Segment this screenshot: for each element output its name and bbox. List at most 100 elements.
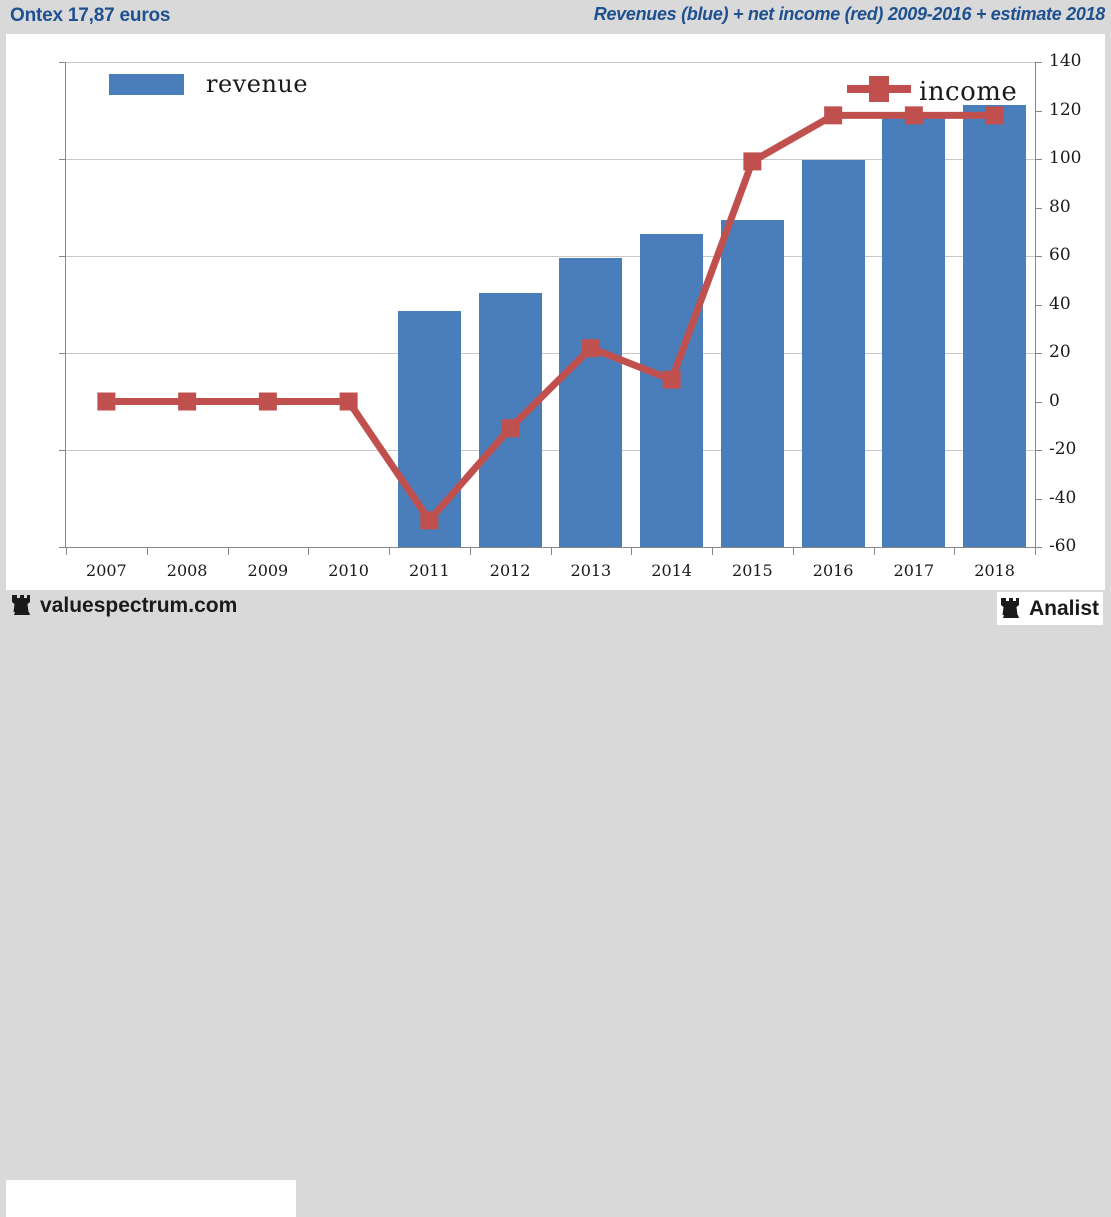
x-axis-tick (308, 547, 310, 555)
x-axis-label: 2007 (86, 561, 127, 580)
brand-analist[interactable]: Analist (996, 592, 1103, 625)
income-marker[interactable] (501, 419, 520, 438)
bar-revenue[interactable] (882, 114, 946, 547)
income-marker[interactable] (420, 511, 439, 530)
y-axis-tick-right (1035, 450, 1042, 451)
gridline (66, 256, 1035, 257)
x-axis-label: 2008 (166, 561, 208, 580)
y-axis-tick-left (59, 547, 66, 548)
y-axis-label-right: 100 (1049, 148, 1082, 168)
income-marker[interactable] (743, 152, 762, 171)
x-axis-label: 2017 (893, 561, 935, 580)
page-title: Ontex 17,87 euros (10, 5, 171, 26)
y-axis-label-right: 0 (1049, 390, 1060, 411)
rook-icon (999, 595, 1023, 623)
x-axis-tick (631, 547, 633, 555)
y-axis-tick-right (1035, 498, 1042, 500)
legend-revenue-label: revenue (206, 70, 309, 98)
x-axis-tick (873, 547, 875, 555)
income-marker[interactable] (339, 392, 358, 411)
y-axis-tick-left (59, 256, 66, 257)
brand-right-label: Analist (1028, 596, 1099, 620)
y-axis-tick-right (1035, 62, 1042, 63)
x-axis-label: 2009 (247, 561, 289, 580)
income-marker[interactable] (985, 106, 1004, 125)
x-axis-label: 2012 (489, 561, 531, 580)
x-axis-label: 2010 (328, 561, 369, 580)
gridline (66, 353, 1035, 354)
income-line-layer (97, 106, 1004, 530)
brand-left-label: valuespectrum.com (40, 594, 238, 617)
x-axis-label: 2015 (732, 561, 773, 580)
x-axis-label: 2018 (974, 561, 1015, 580)
y-axis-tick-right (1035, 159, 1042, 160)
bar-revenue[interactable] (640, 233, 704, 547)
y-axis-label-right: 20 (1049, 342, 1071, 362)
y-axis-tick-right (1035, 256, 1042, 257)
plus-marker-icon (847, 72, 911, 111)
chart-subtitle: Revenues (blue) + net income (red) 2009-… (593, 4, 1106, 24)
x-axis-tick (146, 547, 148, 555)
x-axis-tick (550, 547, 552, 555)
y-axis-tick-left (59, 62, 66, 63)
income-marker[interactable] (662, 370, 681, 389)
gridline (66, 159, 1035, 160)
rook-icon (10, 592, 34, 620)
x-axis-tick (469, 547, 471, 555)
income-line (106, 111, 995, 527)
income-marker[interactable] (581, 339, 600, 358)
y-axis-label-right: -40 (1049, 487, 1077, 508)
footer-bar: valuespectrum.com Analist (0, 590, 1111, 1217)
y-axis-tick-right (1035, 401, 1042, 403)
footer-white-strip (6, 1180, 296, 1217)
brand-valuespectrum[interactable]: valuespectrum.com (10, 592, 237, 620)
x-axis-label: 2016 (812, 561, 854, 580)
header-bar: Ontex 17,87 euros Revenues (blue) + net … (0, 0, 1111, 34)
x-axis-tick (227, 547, 229, 555)
x-axis-label: 2013 (570, 561, 612, 580)
income-marker[interactable] (824, 106, 843, 125)
bar-revenue[interactable] (720, 220, 784, 547)
bar-revenue[interactable] (801, 159, 865, 547)
y-axis-tick-right (1035, 353, 1042, 354)
x-axis-label: 2014 (651, 561, 692, 580)
plot-area: 05001000150020002500-60-40-2002040608010… (59, 51, 1081, 580)
y-axis-left (65, 62, 66, 547)
gridline (66, 450, 1035, 451)
legend-swatch-icon (109, 73, 184, 95)
y-axis-tick-left (59, 353, 66, 354)
x-axis-tick (66, 547, 67, 555)
y-axis-right (1035, 62, 1036, 547)
x-axis-tick (389, 547, 390, 555)
y-axis-label-right: 140 (1049, 51, 1082, 71)
x-axis-tick (954, 547, 956, 555)
x-axis-tick (1035, 547, 1036, 555)
y-axis-tick-left (59, 159, 66, 160)
income-marker[interactable] (904, 106, 923, 125)
y-axis-tick-right (1035, 110, 1042, 112)
y-axis-tick-right (1035, 207, 1042, 209)
gridline (66, 62, 1035, 63)
income-marker[interactable] (97, 392, 116, 411)
y-axis-tick-right (1035, 304, 1042, 306)
y-axis-label-right: -60 (1049, 536, 1077, 556)
legend-revenue[interactable]: revenue (109, 70, 308, 98)
income-marker[interactable] (178, 392, 197, 411)
bar-revenue[interactable] (963, 104, 1027, 547)
y-axis-tick-left (59, 450, 66, 451)
y-axis-label-right: 40 (1049, 293, 1071, 314)
bar-revenue[interactable] (397, 311, 461, 547)
y-axis-label-right: 60 (1049, 245, 1071, 265)
y-axis-label-right: 120 (1049, 99, 1082, 120)
x-axis-tick (712, 547, 713, 555)
income-marker[interactable] (258, 392, 277, 411)
x-axis-tick (792, 547, 794, 555)
x-axis-label: 2011 (409, 561, 450, 580)
y-axis-label-right: 80 (1049, 196, 1071, 217)
legend-income-label: income (919, 76, 1018, 107)
chart-canvas: 05001000150020002500-60-40-2002040608010… (6, 34, 1105, 590)
legend-income[interactable]: income (847, 72, 1017, 111)
y-axis-tick-right (1035, 547, 1042, 548)
bar-revenue[interactable] (559, 257, 623, 547)
